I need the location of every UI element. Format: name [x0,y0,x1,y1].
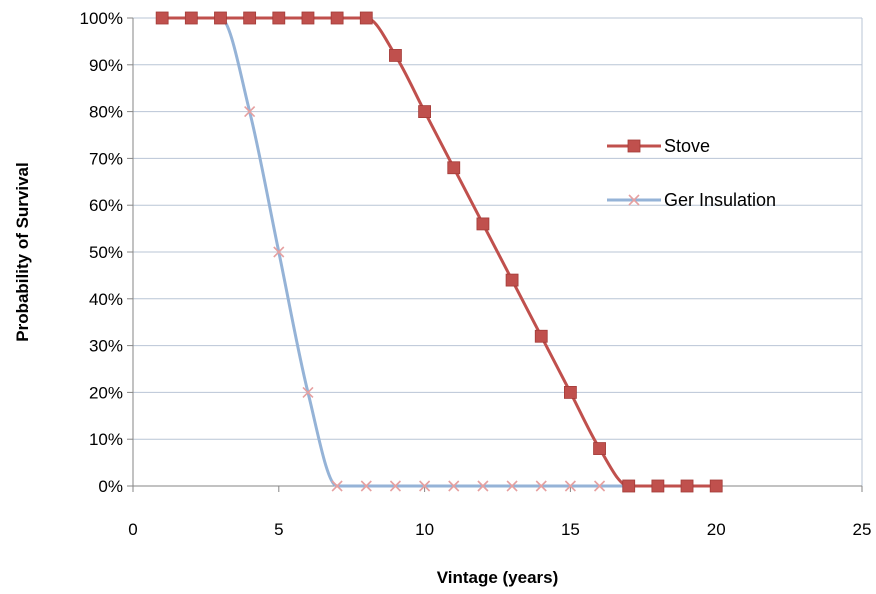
point-stove-11 [447,161,461,175]
point-stove-8 [359,11,373,25]
point-ger-insulation-8-stroke-b [360,480,372,492]
x-tick-label-15: 15 [561,520,580,539]
x-tick-label-5: 5 [274,520,283,539]
point-stove-13 [505,273,519,287]
tick-labels: 0% 10% 20% 30% 40% 50% 60% 70% 80% 90% 100% 0 5 10 15 2… [80,9,872,539]
y-tick-label-90: 90% [89,56,123,75]
x-tick-label-20: 20 [707,520,726,539]
point-ger-insulation-15 [564,480,576,492]
point-stove-5 [272,11,286,25]
point-stove-9 [389,49,402,62]
point-ger-insulation-8 [360,480,372,492]
point-ger-insulation-7 [331,480,343,492]
point-ger-insulation-6-stroke-b [302,386,314,398]
x-tick-label-0: 0 [128,520,137,539]
x-tick-label-25: 25 [853,520,872,539]
point-stove-4 [243,11,257,25]
point-ger-insulation-5-stroke-b [273,246,285,258]
point-stove-3 [214,11,227,25]
y-tick-label-70: 70% [89,149,123,168]
point-stove-16 [593,442,606,455]
point-stove-2 [184,11,198,25]
y-axis-title: Probability of Survival [13,162,32,342]
x-tick-label-10: 10 [415,520,434,539]
y-tick-label-50: 50% [89,243,123,262]
point-stove-1 [155,11,169,25]
point-ger-insulation-11-stroke-b [448,480,460,492]
point-stove-19 [680,479,694,493]
y-tick-label-30: 30% [89,337,123,356]
point-ger-insulation-13 [506,480,518,492]
y-tick-label-10: 10% [89,430,123,449]
point-ger-insulation-14 [535,480,547,492]
point-ger-insulation-11 [448,480,460,492]
point-ger-insulation-12 [477,480,489,492]
y-tick-label-20: 20% [89,383,123,402]
point-ger-insulation-5 [273,246,285,258]
legend-item-ger-insulation: Ger Insulation [607,190,776,210]
point-stove-18 [651,479,665,493]
y-tick-label-0: 0% [98,477,123,496]
legend-marker-ger-insulation [628,194,640,206]
y-tick-label-100: 100% [80,9,123,28]
point-stove-15 [564,385,577,399]
point-ger-insulation-9-stroke-b [389,480,402,492]
point-ger-insulation-4-stroke-b [244,106,256,118]
y-tick-label-60: 60% [89,196,123,215]
legend-marker-stove [627,139,641,153]
point-ger-insulation-14-stroke-b [535,480,547,492]
axes [127,17,863,492]
legend-marker-ger-insulation-stroke-b [628,194,640,206]
point-ger-insulation-7-stroke-b [331,480,343,492]
point-stove-6 [301,11,315,25]
point-stove-14 [534,329,548,343]
point-ger-insulation-10 [419,480,431,492]
point-stove-12 [476,217,490,231]
y-tick-label-80: 80% [89,103,123,122]
point-ger-insulation-16 [593,480,606,492]
series-group [155,11,723,493]
series-stove [155,11,723,493]
point-ger-insulation-16-stroke-b [593,480,606,492]
point-ger-insulation-12-stroke-b [477,480,489,492]
legend-item-stove: Stove [607,136,710,156]
point-ger-insulation-9 [389,480,402,492]
point-ger-insulation-6 [302,386,314,398]
point-stove-17 [622,479,636,493]
point-stove-7 [330,11,344,25]
series-ger-insulation [156,12,722,492]
legend-label-stove: Stove [664,136,710,156]
point-ger-insulation-13-stroke-b [506,480,518,492]
x-axis-title: Vintage (years) [437,568,559,587]
point-stove-20 [709,479,723,493]
point-ger-insulation-15-stroke-b [564,480,576,492]
point-stove-10 [418,105,432,118]
legend-label-ger-insulation: Ger Insulation [664,190,776,210]
point-ger-insulation-10-stroke-b [419,480,431,492]
y-tick-label-40: 40% [89,290,123,309]
point-ger-insulation-4 [244,106,256,118]
legend: Stove Ger Insulation [607,136,776,210]
